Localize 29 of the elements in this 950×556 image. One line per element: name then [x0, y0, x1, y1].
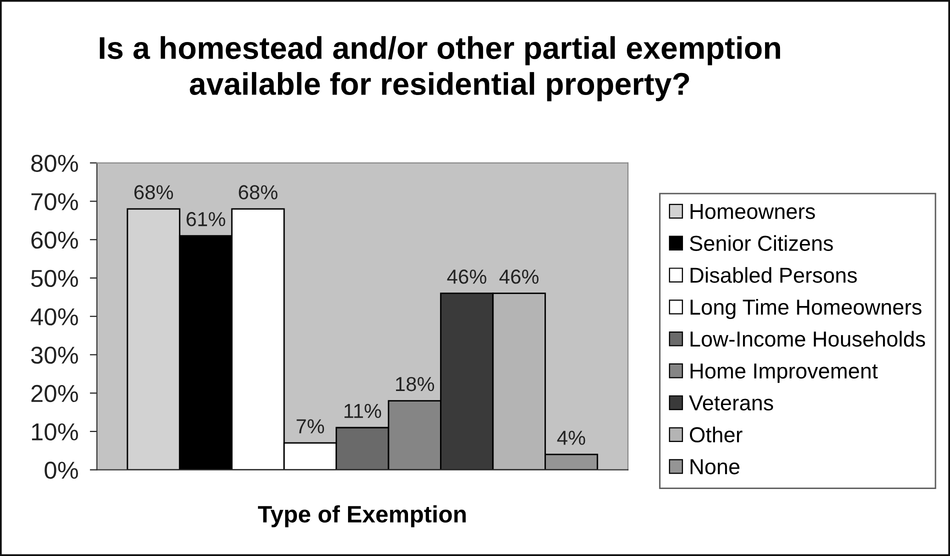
x-axis-title: Type of Exemption — [258, 505, 466, 528]
data-label: 7% — [296, 419, 324, 434]
y-tick-label: 70% — [31, 193, 78, 210]
legend-label: None — [690, 459, 740, 474]
data-label: 68% — [134, 185, 173, 200]
data-label: 46% — [447, 270, 486, 284]
data-label: 4% — [557, 430, 586, 445]
y-tick-label: 80% — [31, 154, 78, 172]
data-label: 18% — [396, 376, 434, 392]
y-tick-label: 30% — [31, 346, 78, 364]
data-label: 68% — [238, 185, 278, 200]
y-tick-label: 20% — [31, 384, 78, 402]
y-tick-label: 10% — [32, 423, 78, 440]
y-tick-label: 40% — [30, 308, 78, 326]
legend-label: Homeowners — [690, 204, 815, 220]
legend-label: Long Time Homeowners — [690, 298, 922, 320]
legend-label: Home Improvement — [690, 364, 878, 383]
legend-label: Veterans — [688, 395, 774, 411]
chart-title: Is a homestead and/or other partial exemption available for residential property? — [100, 36, 780, 102]
y-tick-label: 60% — [31, 231, 78, 249]
legend-label: Senior Citizens — [690, 235, 833, 251]
y-tick-label: 50% — [31, 270, 78, 288]
legend-label: Disabled Persons — [690, 267, 857, 283]
data-label: 61% — [186, 212, 226, 226]
y-tick-label: 0% — [44, 462, 78, 479]
legend-label: Low-Income Households — [690, 330, 926, 347]
data-label: 46% — [499, 270, 539, 284]
legend-label: Other — [690, 426, 742, 442]
data-label: 11% — [344, 404, 382, 418]
